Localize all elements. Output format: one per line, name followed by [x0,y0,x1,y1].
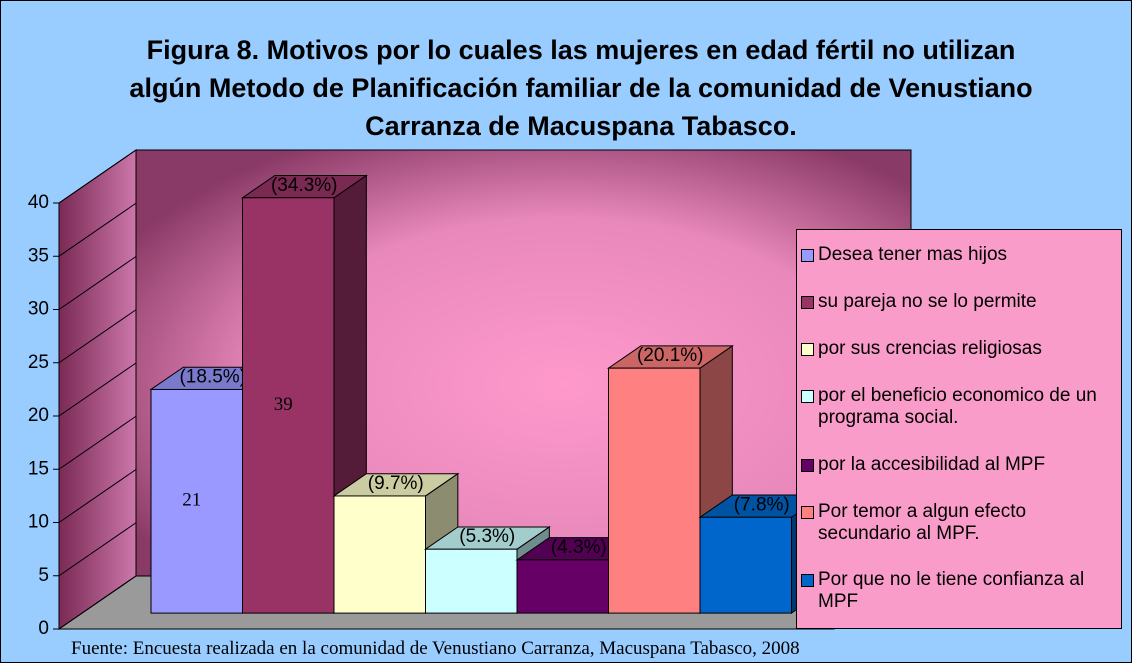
legend-label: por la accesibilidad al MPF [818,453,1046,475]
grid-line [58,202,137,257]
legend-swatch [801,296,814,310]
percent-label: (7.8%) [734,494,790,515]
legend: Desea tener mas hijos su pareja no se lo … [796,229,1122,629]
y-tick-label: 20 [28,405,49,426]
grid-line [58,415,137,470]
legend-item: su pareja no se lo permite [801,291,1117,313]
y-tick-label: 40 [28,192,49,213]
percent-label: (20.1%) [637,345,704,366]
legend-swatch [801,505,814,519]
legend-label: por el beneficio economico de un program… [818,384,1097,428]
grid-line [58,362,137,417]
bar [699,516,792,614]
percent-label: (9.7%) [368,473,424,494]
legend-swatch [801,389,814,403]
legend-item: Por que no le tiene confianza al MPF [801,569,1117,613]
y-tick-label: 30 [28,299,49,320]
source: Fuente: Encuesta realizada en la comunid… [71,638,800,659]
legend-swatch [801,249,814,263]
legend-label: Por que no le tiene confianza al MPF [818,569,1085,613]
grid-line [58,522,137,577]
legend-swatch [801,574,814,588]
legend-item: Por temor a algun efecto secundario al M… [801,501,1117,545]
percent-label: (18.5%) [179,366,246,387]
bar [608,367,701,614]
y-tick-label: 15 [28,458,49,479]
bar [425,548,518,614]
legend-label: Desea tener mas hijos [818,244,1008,266]
legend-label: Por temor a algun efecto secundario al M… [818,500,1027,544]
grid-line [58,309,137,364]
grid-line [58,469,137,523]
y-tick-label: 0 [38,618,49,639]
y-tick-label: 5 [38,565,49,586]
data-label: 39 [274,394,293,415]
grid-line [58,575,137,630]
bar [242,197,335,614]
legend-label: su pareja no se lo permite [818,291,1037,313]
bar [516,559,609,614]
y-tick-label: 35 [28,245,49,266]
bar [150,388,243,614]
legend-swatch [801,458,814,472]
grid-line [58,256,137,310]
legend-item: por sus crencias religiosas [801,338,1117,360]
y-tick-label: 25 [28,352,49,373]
bar [333,495,426,614]
percent-label: (4.3%) [551,537,607,558]
legend-item: por la accesibilidad al MPF [801,454,1117,476]
legend-item: por el beneficio economico de un program… [801,385,1117,429]
chart-title: Figura 8. Motivos por lo cuales las muje… [129,35,1033,141]
legend-item: Desea tener mas hijos [801,244,1117,266]
legend-label: por sus crencias religiosas [818,338,1042,360]
data-label: 21 [182,490,201,511]
legend-swatch [801,343,814,357]
percent-label: (5.3%) [459,526,515,547]
y-tick-label: 10 [28,512,49,533]
grid-line [58,149,137,204]
percent-label: (34.3%) [271,175,338,196]
